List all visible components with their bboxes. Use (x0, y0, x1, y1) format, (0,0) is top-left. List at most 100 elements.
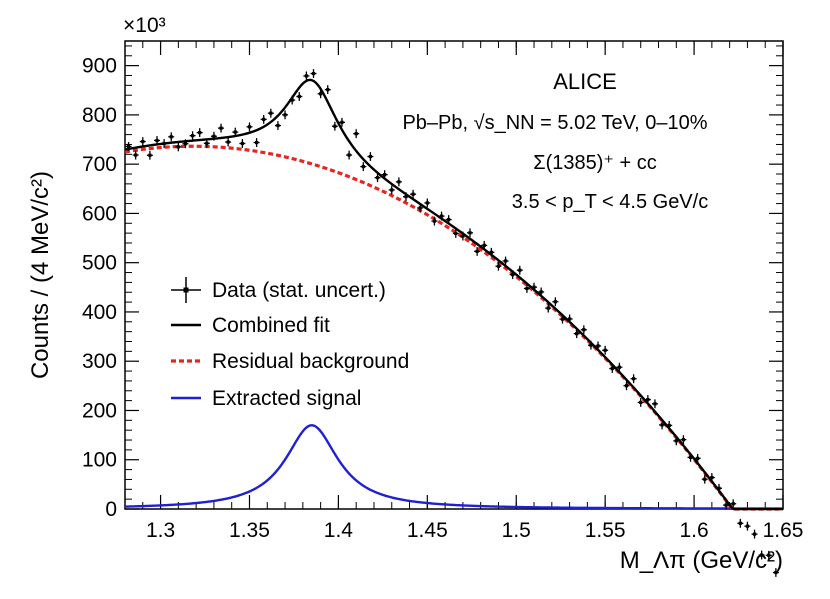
data-point-marker (219, 126, 223, 130)
data-point-marker (653, 402, 657, 406)
data-point (346, 150, 353, 160)
data-point (417, 203, 424, 213)
data-point-marker (532, 285, 536, 289)
data-point-marker (347, 153, 351, 157)
data-point-marker (262, 117, 266, 121)
system-label: Pb–Pb, √s_NN = 5.02 TeV, 0–10% (402, 112, 707, 134)
data-point (772, 568, 779, 577)
data-point (715, 483, 722, 493)
data-point (189, 131, 196, 141)
data-point (545, 303, 552, 313)
data-point (502, 256, 509, 266)
data-point (630, 374, 637, 384)
data-point-marker (774, 570, 778, 575)
legend-label-sig: Extracted signal (212, 387, 361, 410)
data-point-marker (354, 132, 358, 136)
data-points (125, 69, 779, 577)
data-point-marker (418, 206, 422, 210)
data-point-marker (503, 259, 508, 263)
data-point-marker (681, 438, 686, 442)
data-point (353, 129, 360, 139)
data-point-marker (454, 231, 458, 236)
data-point-marker (511, 273, 515, 277)
y-tick-label: 500 (82, 252, 117, 275)
data-point (289, 95, 296, 105)
x-tick-label: 1.35 (229, 519, 270, 542)
data-point-marker (489, 250, 493, 254)
data-point (651, 399, 658, 409)
data-point-marker (205, 141, 209, 145)
data-point (218, 123, 225, 133)
data-point (374, 173, 381, 183)
data-point-marker (696, 456, 700, 460)
data-point-marker (567, 317, 572, 321)
data-point-marker (525, 286, 529, 291)
data-point (168, 132, 175, 142)
data-point-marker (240, 141, 244, 146)
data-point-marker (731, 502, 735, 506)
data-point (573, 329, 580, 339)
x-tick-label: 1.3 (146, 519, 175, 542)
data-point-marker (468, 231, 472, 235)
data-point (225, 137, 232, 147)
data-point (552, 297, 559, 307)
x-axis-title: M_Λπ (GeV/c²) (620, 547, 783, 574)
data-point (424, 198, 431, 208)
data-point-marker (546, 306, 550, 310)
data-point (531, 282, 538, 292)
y-tick-label: 600 (82, 202, 117, 225)
data-point (595, 341, 602, 351)
legend-entry-bkg: Residual background (171, 350, 409, 373)
experiment-label: ALICE (553, 69, 617, 94)
data-point (210, 131, 217, 141)
data-point-marker (589, 343, 593, 347)
data-point-marker (660, 423, 664, 427)
x-tick-label: 1.65 (763, 519, 804, 542)
data-point-marker (624, 384, 629, 388)
data-point (609, 364, 616, 373)
data-point-marker (390, 188, 394, 192)
data-point-marker (333, 124, 337, 128)
annotation-block: ALICE Pb–Pb, √s_NN = 5.02 TeV, 0–10% Σ(1… (402, 69, 708, 213)
data-point-marker (553, 300, 557, 304)
data-point-marker (760, 553, 764, 557)
data-point (708, 473, 715, 482)
data-point (360, 162, 367, 172)
data-point-marker (688, 455, 693, 459)
data-point-marker (183, 142, 188, 146)
data-point (274, 121, 281, 130)
data-point (509, 270, 516, 280)
data-point (317, 89, 324, 99)
data-point (239, 139, 246, 148)
data-point (744, 521, 751, 531)
data-point (282, 110, 289, 120)
data-point (580, 325, 587, 335)
data-point-marker (575, 332, 579, 336)
data-point-marker (717, 486, 721, 490)
data-point-marker (297, 94, 301, 99)
data-point-marker (646, 397, 650, 402)
data-point (253, 138, 260, 147)
y-multiplier-label: ×10³ (123, 14, 166, 37)
legend-marker-data-dot (183, 287, 189, 293)
data-point-marker (176, 145, 180, 149)
data-point-marker (141, 139, 145, 144)
data-point (559, 314, 566, 324)
data-point-marker (632, 377, 636, 381)
data-point (723, 500, 730, 510)
data-point (538, 287, 545, 297)
data-point (132, 150, 139, 160)
data-point-marker (155, 138, 159, 143)
data-point (523, 284, 530, 293)
data-point-marker (475, 249, 479, 253)
data-point-marker (319, 92, 323, 96)
data-point-marker (375, 176, 380, 180)
data-point (623, 381, 630, 391)
data-point-marker (674, 439, 678, 443)
x-tick-label: 1.5 (502, 519, 531, 542)
data-point (395, 177, 402, 187)
data-point (388, 185, 395, 195)
data-point (687, 452, 694, 462)
data-point-marker (496, 264, 501, 268)
data-point (182, 139, 189, 149)
